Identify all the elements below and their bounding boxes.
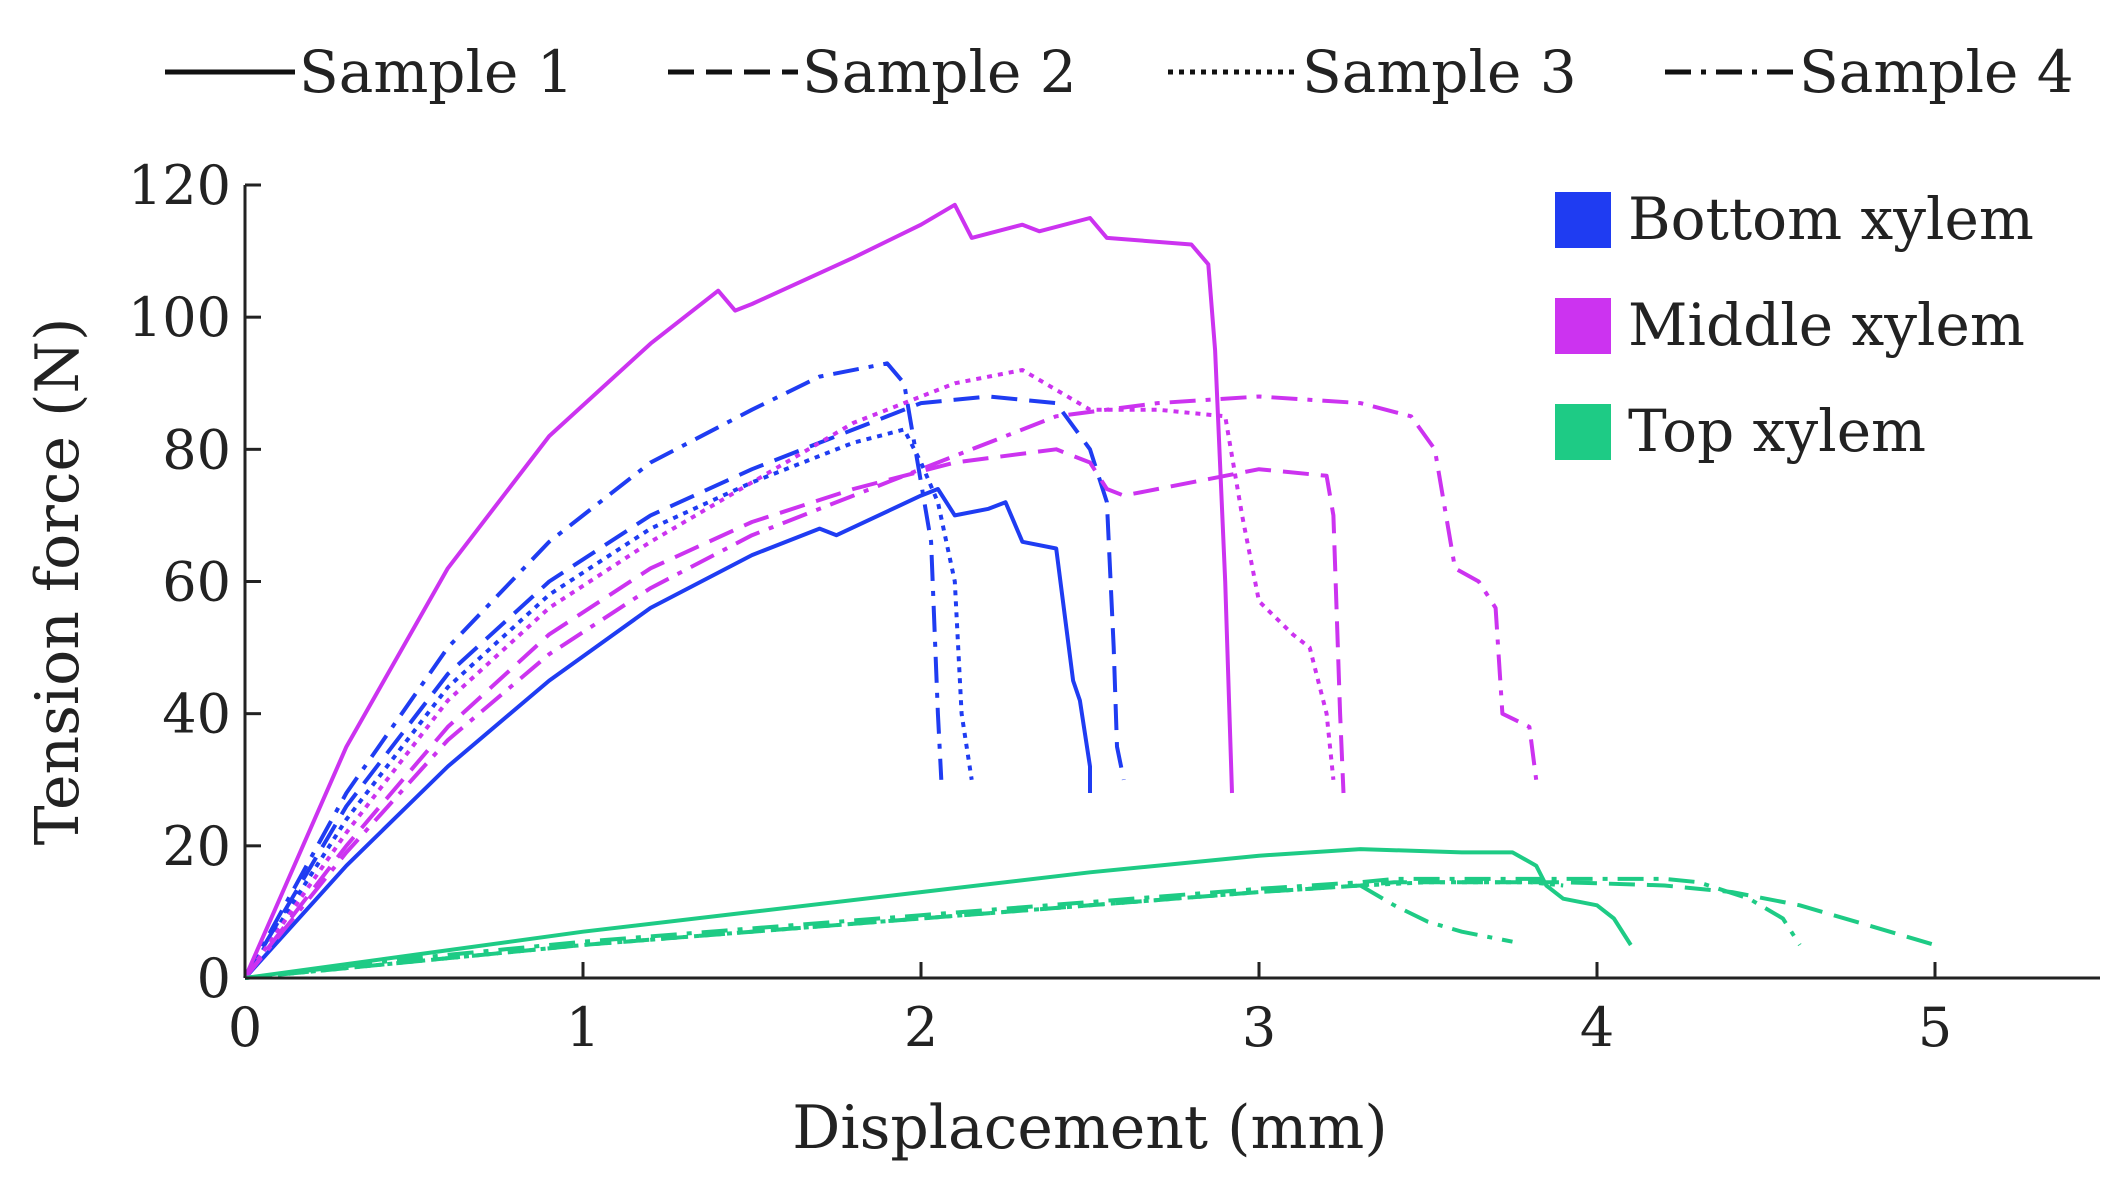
series-line-9 [244,847,1633,980]
axes-layer: 0 1 2 3 4 5 0 20 40 60 80 100 120 [128,154,2100,1059]
sample-legend-label-3: Sample 3 [1302,38,1577,106]
y-tick-label: 120 [128,154,231,217]
y-tick-label: 60 [162,551,231,614]
group-legend-swatch-1 [1555,192,1611,248]
y-tick-label: 40 [162,683,231,746]
y-axis-title: Tension force (N) [23,318,93,846]
x-axis-title: Displacement (mm) [792,1093,1387,1163]
y-tick-label: 80 [162,418,231,481]
x-tick-label: 0 [228,996,262,1059]
x-tick-label: 1 [566,996,600,1059]
group-legend-label-1: Bottom xylem [1628,185,2034,253]
series-line-4 [243,361,944,979]
x-tick-label: 5 [1918,996,1952,1059]
y-tick-label: 20 [162,815,231,878]
y-tick-label: 100 [128,286,231,349]
x-tick-label: 3 [1242,996,1276,1059]
group-legend-label-3: Top xylem [1628,397,1926,465]
group-legend: Bottom xylem Middle xylem Top xylem [1555,185,2034,465]
series-line-6 [243,447,1346,980]
group-legend-swatch-2 [1555,298,1611,354]
series-line-2 [243,394,1126,980]
y-tick-label: 0 [197,947,231,1010]
x-tick-label: 2 [904,996,938,1059]
group-legend-swatch-3 [1555,404,1611,460]
series-line-11 [244,880,1564,980]
series-line-7 [243,368,1336,980]
series-line-12 [244,876,1802,980]
series-line-10 [244,880,1936,980]
series-line-1 [243,487,1092,980]
series-line-5 [243,202,1234,979]
series-layer [243,202,1936,980]
series-line-13 [1359,883,1513,944]
sample-legend-label-2: Sample 2 [802,38,1077,106]
x-tick-label: 4 [1580,996,1614,1059]
series-line-3 [243,427,974,980]
sample-legend: Sample 1 Sample 2 Sample 3 Sample 4 [165,38,2074,106]
sample-legend-label-1: Sample 1 [299,38,574,106]
sample-legend-label-4: Sample 4 [1799,38,2074,106]
group-legend-label-2: Middle xylem [1628,291,2025,359]
series-line-8 [243,394,1539,980]
